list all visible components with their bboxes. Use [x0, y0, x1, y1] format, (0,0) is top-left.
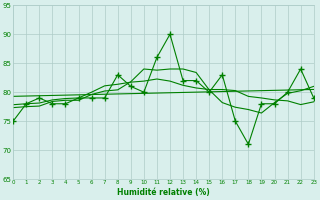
X-axis label: Humidité relative (%): Humidité relative (%) — [117, 188, 210, 197]
